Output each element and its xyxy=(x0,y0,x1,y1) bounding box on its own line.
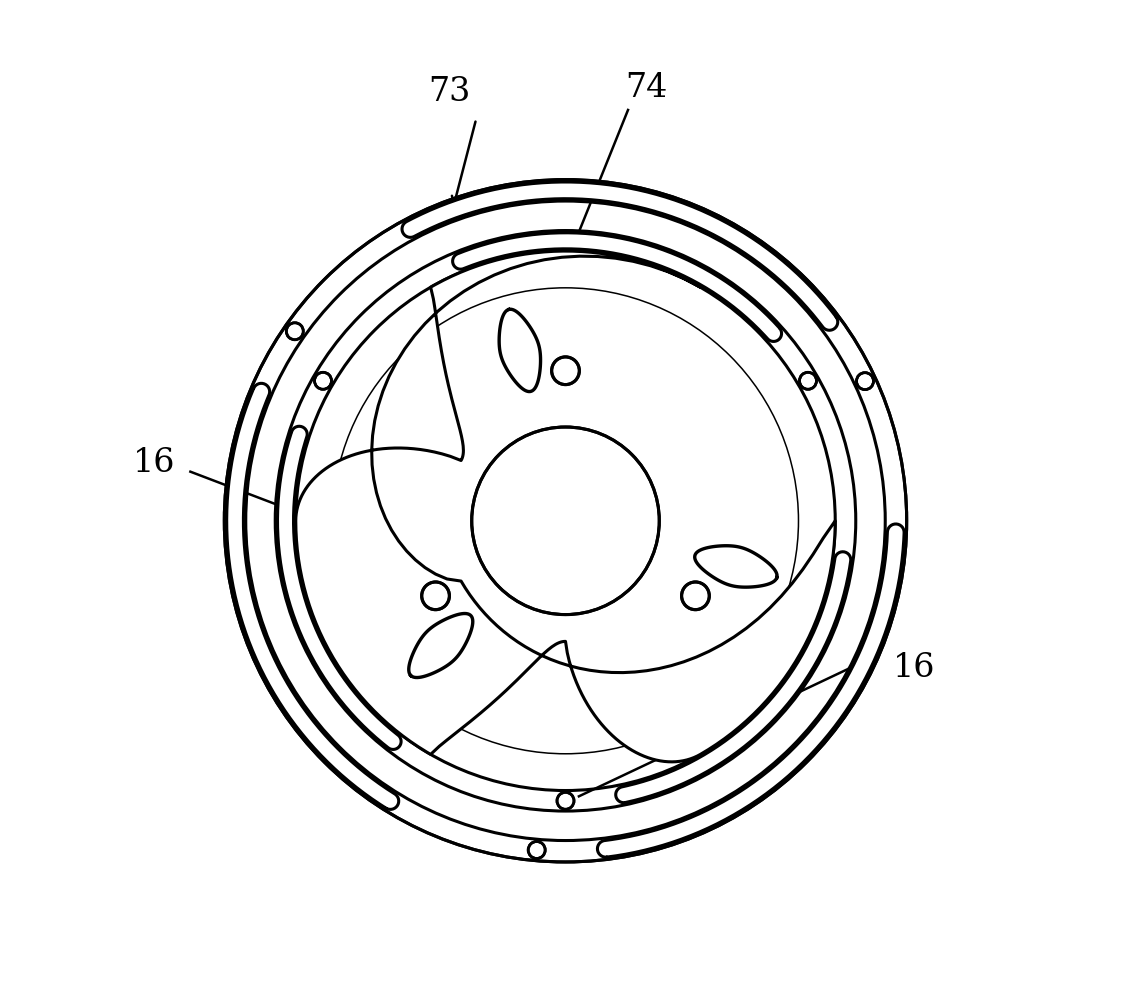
Polygon shape xyxy=(296,251,835,762)
Circle shape xyxy=(314,372,331,389)
Circle shape xyxy=(528,842,545,859)
Circle shape xyxy=(472,427,659,615)
Circle shape xyxy=(334,288,797,753)
Text: 74: 74 xyxy=(624,71,667,104)
Circle shape xyxy=(856,372,873,389)
Circle shape xyxy=(286,323,303,340)
Polygon shape xyxy=(226,383,399,809)
Polygon shape xyxy=(694,545,777,587)
Text: 16: 16 xyxy=(892,652,935,684)
Circle shape xyxy=(552,357,579,384)
Polygon shape xyxy=(499,309,541,391)
Polygon shape xyxy=(615,551,851,802)
Polygon shape xyxy=(277,426,402,750)
Circle shape xyxy=(422,582,449,610)
Circle shape xyxy=(682,582,709,610)
Polygon shape xyxy=(408,614,473,678)
Polygon shape xyxy=(597,524,904,858)
Text: 16: 16 xyxy=(133,447,176,479)
Text: 73: 73 xyxy=(429,76,470,108)
Circle shape xyxy=(556,792,575,809)
Polygon shape xyxy=(402,182,838,330)
Circle shape xyxy=(224,180,907,862)
Polygon shape xyxy=(452,233,782,342)
Circle shape xyxy=(800,372,817,389)
